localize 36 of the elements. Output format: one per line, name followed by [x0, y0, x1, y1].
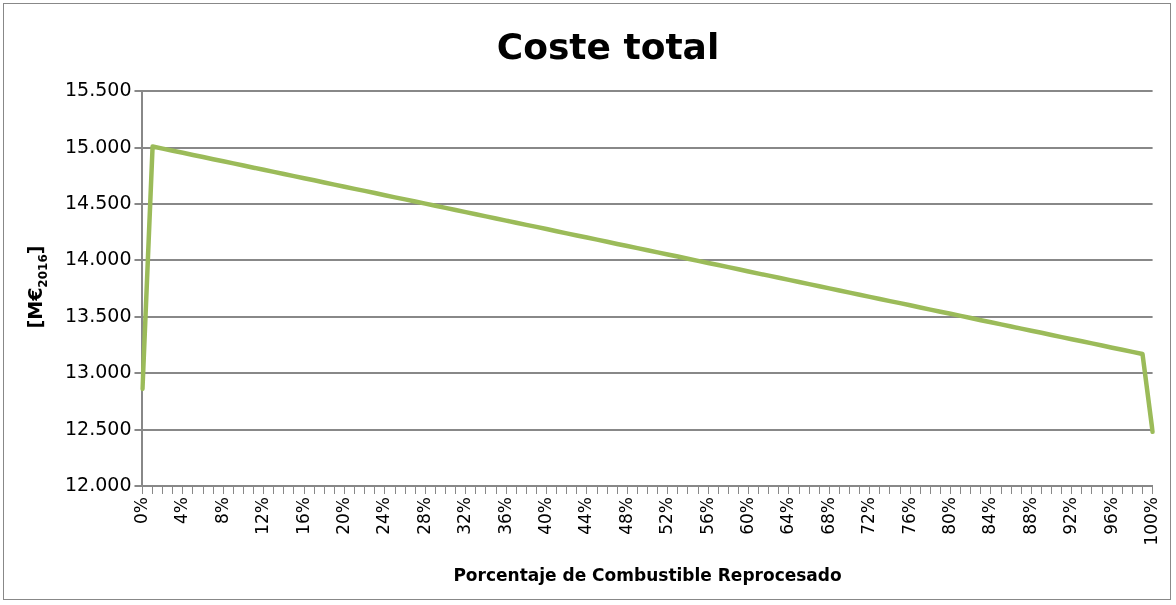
- x-tick-label: 36%: [494, 497, 515, 535]
- x-tick-label: 84%: [979, 497, 1000, 535]
- x-tick-label: 80%: [939, 497, 959, 535]
- x-tick-label: 0%: [130, 497, 151, 524]
- x-tick-label: 68%: [817, 497, 838, 535]
- x-tick-label: 52%: [656, 497, 677, 535]
- x-tick-label: 64%: [777, 497, 798, 535]
- chart-title: Coste total: [496, 25, 720, 67]
- x-tick-label: 48%: [615, 497, 636, 535]
- x-tick-label: 24%: [373, 497, 394, 535]
- x-tick-label: 4%: [171, 497, 192, 524]
- x-tick-label: 28%: [413, 497, 434, 535]
- x-tick-label: 56%: [696, 497, 717, 535]
- x-tick-label: 20%: [332, 497, 353, 535]
- x-tick-label: 40%: [534, 497, 555, 535]
- x-tick-label: 16%: [292, 497, 313, 535]
- x-tick-label: 12%: [252, 497, 273, 535]
- y-tick-label: 13.500: [65, 303, 132, 326]
- y-tick-label: 15.000: [65, 134, 132, 157]
- x-tick-label: 96%: [1100, 497, 1121, 535]
- x-axis-title: Porcentaje de Combustible Reprocesado: [453, 565, 842, 586]
- x-tick-label: 88%: [1019, 497, 1040, 535]
- x-tick-label: 100%: [1141, 497, 1162, 546]
- y-tick-label: 15.500: [65, 78, 132, 101]
- x-tick-label: 44%: [575, 497, 596, 535]
- y-tick-label: 13.000: [65, 360, 132, 383]
- y-tick-label: 12.500: [65, 416, 132, 439]
- x-tick-label: 8%: [211, 497, 232, 524]
- x-tick-label: 32%: [454, 497, 475, 535]
- y-tick-label: 12.000: [65, 472, 132, 495]
- x-tick-label: 92%: [1060, 497, 1081, 535]
- x-tick-label: 60%: [736, 497, 757, 535]
- x-tick-label: 72%: [858, 497, 879, 535]
- y-tick-label: 14.500: [65, 190, 132, 213]
- y-tick-label: 14.000: [65, 247, 132, 270]
- x-tick-label: 76%: [898, 497, 919, 535]
